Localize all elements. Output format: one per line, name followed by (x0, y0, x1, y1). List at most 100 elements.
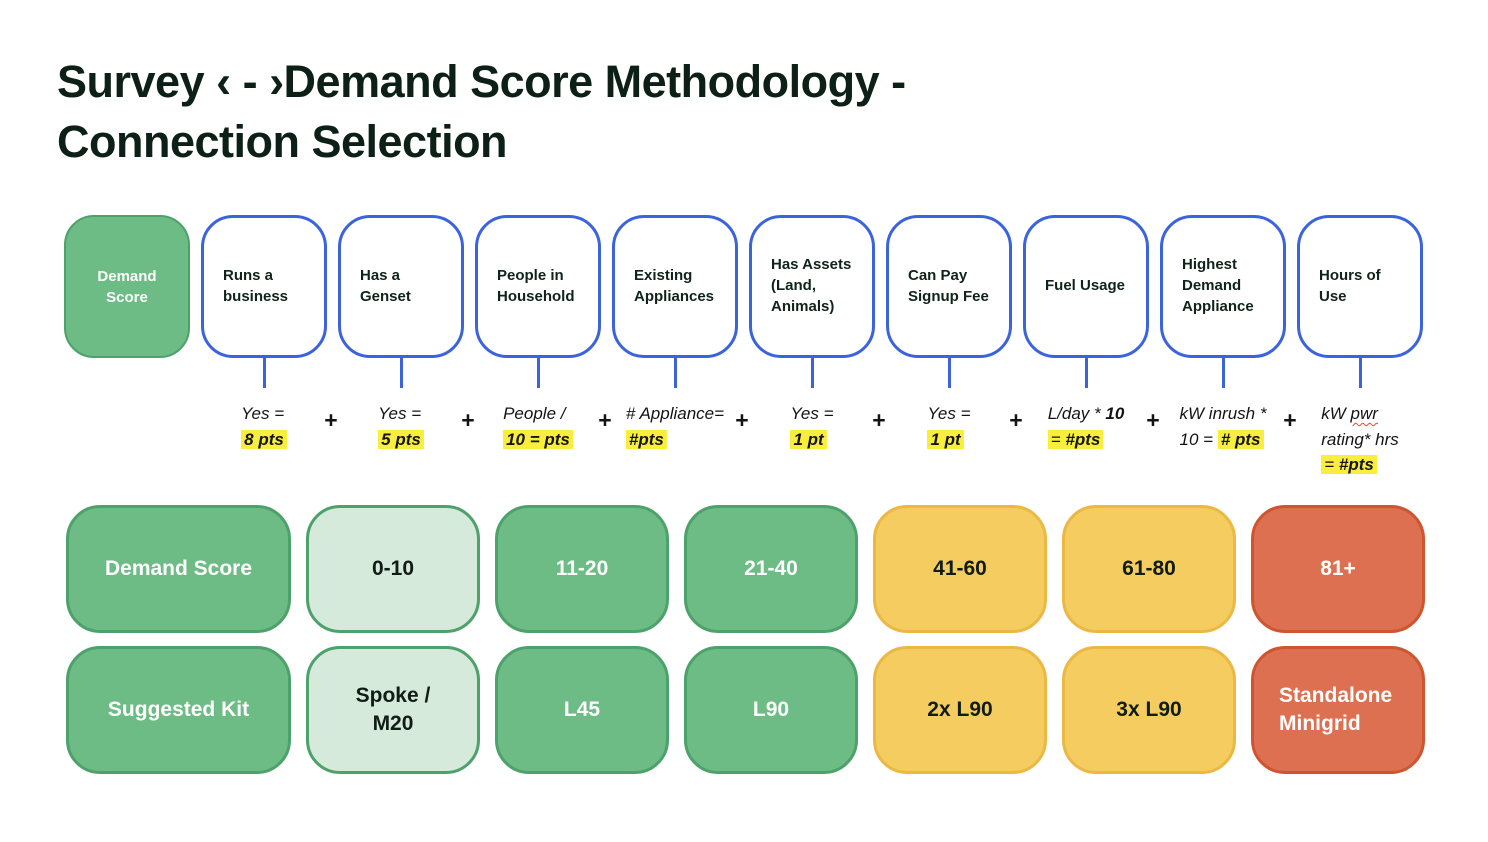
column-hours-of-use: Hours of Use + kW pwr rating* hrs = #pts (1283, 215, 1423, 478)
formula-fuel-usage: L/day * 10 = #pts (1047, 401, 1125, 452)
formula-text: Yes = (378, 404, 422, 423)
page-title-line2: Connection Selection (57, 115, 508, 167)
criteria-box-has-a-genset: Has a Genset (338, 215, 464, 358)
formula-text: kW pwr (1321, 404, 1378, 423)
formula-text: kW inrush * (1179, 404, 1267, 423)
formula-highlight: 1 pt (790, 429, 827, 449)
criteria-label: Fuel Usage (1045, 277, 1126, 295)
formula-highlight: #pts (625, 429, 667, 449)
criteria-label: Runs a business (223, 266, 289, 305)
column-has-assets: Has Assets (Land, Animals) + Yes = 1 pt (735, 215, 875, 478)
formula-highlight: = #pts (1047, 429, 1104, 449)
column-can-pay-signup-fee: Can Pay Signup Fee + Yes = 1 pt (872, 215, 1012, 478)
row-header-suggested-kit: Suggested Kit (66, 646, 291, 774)
formula-wrap: + L/day * 10 = #pts (1009, 401, 1149, 452)
column-people-in-household: People in Household + People / 10 = pts (461, 215, 601, 478)
criteria-label: People in Household (497, 266, 575, 305)
page-title-line1: Survey ‹ - ›Demand Score Methodology - (57, 56, 906, 107)
connector-line (399, 358, 403, 388)
connector-line (262, 358, 266, 388)
formula-text: 10 = # pts (1180, 427, 1267, 453)
formula-has-assets: Yes = 1 pt (790, 401, 834, 452)
formula-wrap: Yes = 8 pts (201, 401, 327, 452)
criteria-box-can-pay-signup-fee: Can Pay Signup Fee (886, 215, 1012, 358)
formula-highlight: 10 = pts (503, 429, 573, 449)
formula-text: L/day * 10 (1047, 404, 1125, 423)
kit-spoke-m20: Spoke / M20 (306, 646, 480, 774)
formula-text: Yes = (927, 404, 971, 423)
connector-line (673, 358, 677, 388)
score-kit-table: Demand Score 0-10 11-20 21-40 41-60 61-8… (66, 505, 1425, 774)
kit-2x-l90: 2x L90 (873, 646, 1047, 774)
score-range-81-plus: 81+ (1251, 505, 1425, 633)
plus-sign: + (1009, 407, 1023, 433)
formula-highlight: = #pts (1321, 455, 1377, 474)
formula-wrap: + Yes = 1 pt (872, 401, 1012, 452)
connector-line (1084, 358, 1088, 388)
connector-line (1221, 358, 1225, 388)
formula-existing-appliances: # Appliance= #pts (625, 401, 725, 452)
column-has-a-genset: Has a Genset + Yes = 5 pts (324, 215, 464, 478)
criteria-label: Existing Appliances (634, 266, 715, 305)
kit-l90: L90 (684, 646, 858, 774)
demand-score-node-label: Demand Score (97, 267, 157, 306)
formula-wrap: + kW inrush * 10 = # pts (1146, 401, 1286, 453)
page-title: Survey ‹ - ›Demand Score Methodology - C… (57, 52, 1157, 172)
formula-text: rating* hrs (1321, 429, 1399, 449)
formula-wrap: + kW pwr rating* hrs = #pts (1283, 401, 1423, 478)
plus-sign: + (735, 407, 749, 433)
score-range-21-40: 21-40 (684, 505, 858, 633)
plus-sign: + (1146, 407, 1160, 433)
formula-wrap: + People / 10 = pts (461, 401, 601, 452)
criteria-box-highest-demand-appliance: Highest Demand Appliance (1160, 215, 1286, 358)
formula-runs-a-business: Yes = 8 pts (241, 401, 287, 452)
formula-highest-demand-appliance: kW inrush * 10 = # pts (1179, 401, 1267, 453)
formula-text: People / (503, 404, 566, 423)
formula-highlight: 8 pts (241, 429, 287, 449)
kit-3x-l90: 3x L90 (1062, 646, 1236, 774)
misspelled-word: pwr (1350, 404, 1378, 423)
formula-highlight: 5 pts (378, 429, 424, 449)
score-range-0-10: 0-10 (306, 505, 480, 633)
criteria-label: Can Pay Signup Fee (908, 266, 989, 305)
plus-sign: + (461, 407, 475, 433)
formula-wrap: + Yes = 5 pts (324, 401, 464, 452)
formula-text: # Appliance= (625, 404, 725, 423)
criteria-label: Has Assets (Land, Animals) (771, 256, 852, 315)
criteria-label: Hours of Use (1319, 266, 1381, 305)
kit-standalone-minigrid: Standalone Minigrid (1251, 646, 1425, 774)
criteria-box-fuel-usage: Fuel Usage (1023, 215, 1149, 358)
plus-sign: + (872, 407, 886, 433)
formula-wrap: + # Appliance= #pts (598, 401, 738, 452)
plus-sign: + (598, 407, 612, 433)
plus-sign: + (1283, 407, 1297, 433)
column-highest-demand-appliance: Highest Demand Appliance + kW inrush * 1… (1146, 215, 1286, 478)
criteria-box-hours-of-use: Hours of Use (1297, 215, 1423, 358)
formula-highlight: 1 pt (927, 429, 964, 449)
connector-line (1358, 358, 1362, 388)
kit-l45: L45 (495, 646, 669, 774)
criteria-row: Demand Score Runs a business Yes = 8 pts… (64, 215, 1423, 478)
formula-highlight: # pts (1217, 429, 1264, 449)
score-range-41-60: 41-60 (873, 505, 1047, 633)
formula-can-pay-signup-fee: Yes = 1 pt (927, 401, 971, 452)
criteria-label: Highest Demand Appliance (1182, 256, 1254, 315)
criteria-box-runs-a-business: Runs a business (201, 215, 327, 358)
connector-line (947, 358, 951, 388)
formula-hours-of-use: kW pwr rating* hrs = #pts (1321, 401, 1399, 478)
demand-score-node: Demand Score (64, 215, 190, 358)
formula-people-in-household: People / 10 = pts (503, 401, 573, 452)
criteria-box-people-in-household: People in Household (475, 215, 601, 358)
connector-line (536, 358, 540, 388)
column-demand-score: Demand Score (64, 215, 190, 478)
criteria-box-existing-appliances: Existing Appliances (612, 215, 738, 358)
column-runs-a-business: Runs a business Yes = 8 pts (201, 215, 327, 478)
column-existing-appliances: Existing Appliances + # Appliance= #pts (598, 215, 738, 478)
plus-sign: + (324, 407, 338, 433)
formula-text: Yes = (241, 404, 285, 423)
criteria-label: Has a Genset (360, 266, 411, 305)
criteria-box-has-assets: Has Assets (Land, Animals) (749, 215, 875, 358)
formula-has-a-genset: Yes = 5 pts (378, 401, 424, 452)
row-header-demand-score: Demand Score (66, 505, 291, 633)
